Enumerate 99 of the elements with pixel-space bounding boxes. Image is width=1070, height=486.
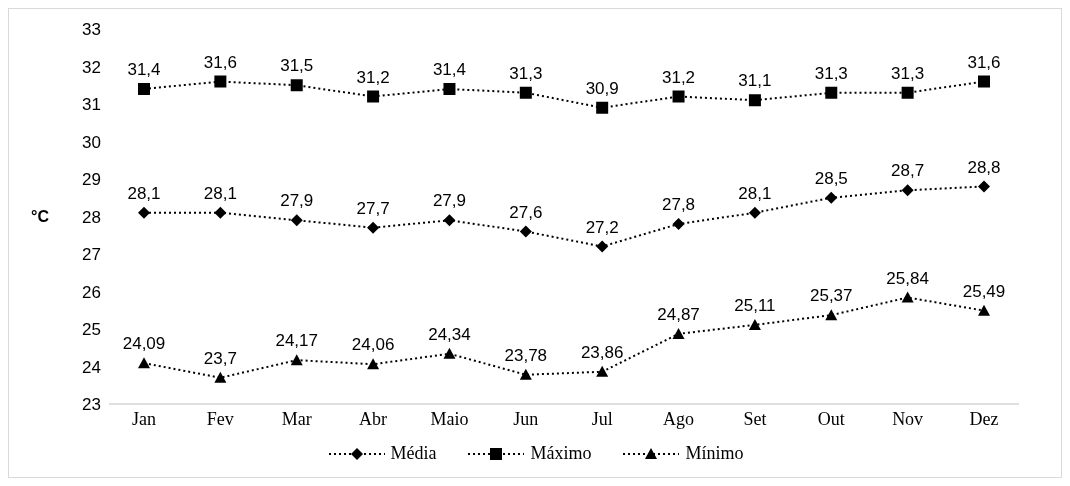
- point: [596, 365, 609, 377]
- data-label: 28,1: [203, 183, 237, 203]
- point: [443, 214, 456, 227]
- x-tick-label: Abr: [359, 408, 388, 429]
- data-label: 27,2: [585, 217, 619, 237]
- y-tick-label: 29: [82, 170, 101, 190]
- y-tick-label: 26: [82, 282, 101, 302]
- point: [519, 86, 532, 99]
- data-label: 27,6: [509, 202, 543, 222]
- data-label: 31,3: [891, 63, 925, 83]
- x-tick-label: Jan: [132, 408, 156, 429]
- x-tick-label: Jul: [591, 408, 613, 429]
- point: [443, 83, 456, 95]
- point: [901, 184, 914, 197]
- x-tick-label: Fev: [206, 408, 234, 429]
- point: [672, 327, 685, 339]
- y-tick-label: 33: [82, 20, 101, 40]
- data-label: 24,06: [351, 335, 395, 355]
- point: [138, 206, 150, 219]
- data-label: 31,2: [662, 67, 696, 87]
- data-label: 31,4: [432, 60, 466, 79]
- x-tick-label: Ago: [663, 408, 695, 429]
- point: [672, 90, 685, 103]
- point: [978, 180, 990, 193]
- point: [596, 101, 609, 114]
- y-tick-label: 31: [82, 95, 101, 115]
- x-tick-label: Nov: [892, 408, 924, 429]
- data-label: 31,1: [738, 71, 772, 91]
- data-label: 28,1: [127, 183, 161, 203]
- point: [519, 368, 532, 380]
- data-label: 24,09: [122, 334, 166, 354]
- data-label: 31,3: [509, 63, 543, 83]
- point: [214, 206, 227, 219]
- data-label: 25,49: [962, 281, 1006, 301]
- point: [367, 90, 380, 103]
- data-label: 24,34: [428, 324, 471, 344]
- point: [825, 86, 838, 99]
- legend-label: Mínimo: [685, 443, 744, 464]
- y-tick-label: 28: [82, 207, 101, 227]
- point: [443, 347, 456, 359]
- legend-label: Máximo: [530, 443, 592, 464]
- point: [138, 357, 150, 369]
- legend-label: Média: [390, 443, 437, 464]
- data-label: 31,4: [127, 60, 161, 79]
- data-label: 31,6: [203, 52, 237, 72]
- point: [214, 371, 227, 383]
- data-label: 31,5: [280, 56, 314, 76]
- point: [748, 318, 761, 330]
- data-label: 27,9: [280, 191, 314, 211]
- point: [978, 75, 990, 88]
- point: [748, 206, 761, 219]
- point: [596, 240, 609, 253]
- data-label: 25,11: [734, 295, 776, 315]
- data-label: 25,84: [886, 268, 929, 288]
- data-label: 28,5: [814, 168, 848, 188]
- data-label: 24,17: [275, 331, 318, 351]
- point: [901, 86, 914, 99]
- data-label: 28,8: [967, 157, 1001, 177]
- data-label: 27,8: [662, 195, 696, 214]
- data-label: 27,7: [356, 198, 390, 218]
- x-tick-label: Jun: [513, 408, 539, 429]
- data-label: 30,9: [585, 78, 619, 98]
- data-label: 28,1: [738, 183, 772, 203]
- y-tick-label: 27: [82, 245, 101, 265]
- x-tick-label: Dez: [969, 408, 999, 429]
- y-tick-label: 30: [82, 132, 101, 152]
- data-label: 31,3: [814, 63, 848, 83]
- data-label: 27,9: [432, 191, 466, 211]
- y-tick-label: 25: [82, 320, 101, 340]
- point: [290, 214, 303, 227]
- point: [978, 304, 990, 316]
- data-label: 28,7: [891, 161, 925, 181]
- point: [519, 225, 532, 238]
- point: [367, 358, 380, 370]
- data-label: 25,37: [810, 286, 853, 306]
- x-tick-label: Out: [817, 408, 845, 429]
- point: [672, 218, 685, 230]
- x-tick-label: Maio: [430, 408, 469, 429]
- x-tick-label: Mar: [281, 408, 312, 429]
- point: [290, 79, 303, 92]
- data-label: 23,7: [203, 348, 237, 368]
- point: [138, 83, 150, 95]
- data-label: 31,2: [356, 67, 390, 87]
- y-axis-title: °C: [31, 208, 50, 226]
- point: [825, 191, 838, 204]
- point: [825, 309, 838, 321]
- y-tick-label: 24: [82, 357, 101, 377]
- point: [214, 75, 227, 88]
- data-label: 31,6: [967, 52, 1001, 72]
- point: [748, 94, 761, 107]
- data-label: 23,86: [580, 342, 624, 362]
- y-tick-label: 32: [82, 57, 101, 77]
- x-tick-label: Set: [743, 408, 767, 429]
- point: [367, 221, 380, 234]
- data-label: 23,78: [504, 345, 548, 365]
- y-tick-label: 23: [82, 395, 101, 415]
- data-label: 24,87: [657, 304, 700, 324]
- point: [290, 354, 303, 366]
- point: [901, 291, 914, 303]
